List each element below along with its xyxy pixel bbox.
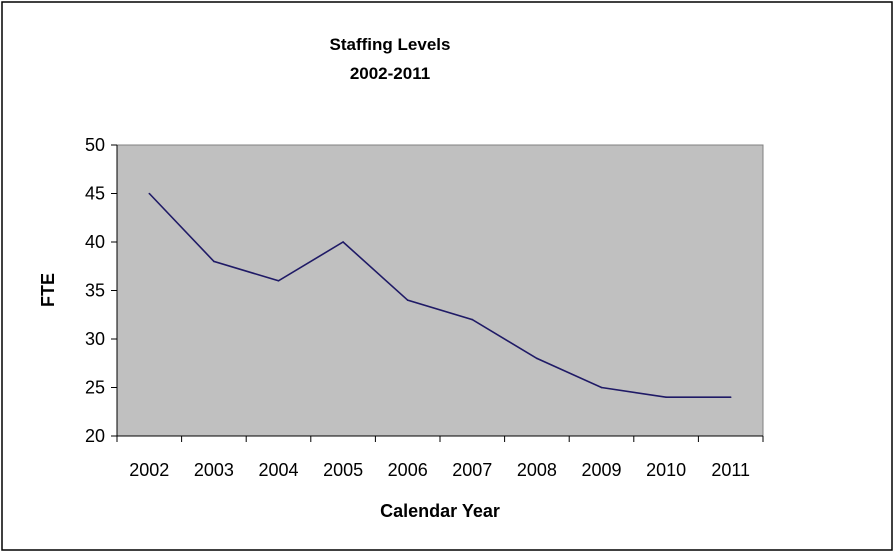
plot-area [116, 144, 764, 437]
x-axis-label: Calendar Year [380, 501, 500, 521]
x-tick-label: 2005 [323, 460, 363, 480]
data-point-2002 [148, 192, 151, 195]
x-tick-label: 2007 [452, 460, 492, 480]
data-point-2005 [342, 241, 344, 243]
data-point-2007 [471, 318, 474, 321]
x-tick-label: 2003 [194, 460, 234, 480]
data-point-2011 [729, 396, 732, 399]
data-point-2010 [665, 396, 667, 399]
x-tick-label: 2009 [581, 460, 621, 480]
x-tick-label: 2008 [517, 460, 557, 480]
chart-title: Staffing Levels [330, 35, 451, 54]
x-tick-label: 2002 [129, 460, 169, 480]
x-tick-label: 2006 [388, 460, 428, 480]
data-point-2009 [600, 386, 603, 389]
series-line [148, 192, 731, 399]
y-tick-label: 45 [85, 184, 105, 204]
x-tick-label: 2004 [258, 460, 298, 480]
y-axis-label: FTE [38, 273, 58, 307]
y-tick-label: 50 [85, 135, 105, 155]
y-tick-label: 35 [85, 281, 105, 301]
y-tick-label: 25 [85, 378, 105, 398]
data-point-2008 [536, 357, 538, 360]
x-tick-label: 2011 [711, 460, 750, 480]
y-tick-label: 40 [85, 232, 105, 252]
data-point-2003 [213, 260, 215, 263]
y-axis: 20 25 30 35 40 45 50 [85, 135, 118, 446]
x-tick-label: 2010 [646, 460, 686, 480]
series-layer [148, 192, 732, 399]
data-point-2006 [406, 299, 409, 302]
y-tick-label: 30 [85, 329, 105, 349]
y-tick-label: 20 [85, 426, 105, 446]
data-point-2004 [277, 280, 280, 282]
chart-subtitle: 2002-2011 [350, 64, 430, 83]
x-axis: 2002 2003 2004 2005 2006 2007 2008 2009 2010 2011 [116, 435, 764, 480]
